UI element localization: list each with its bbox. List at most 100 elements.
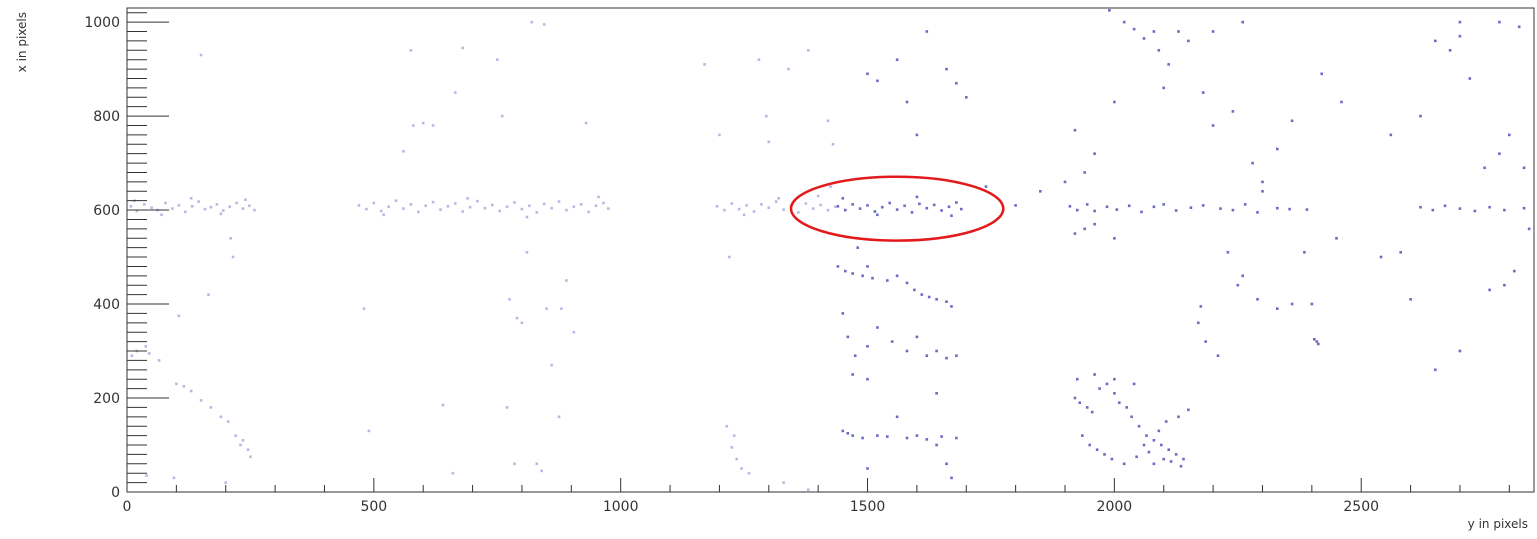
data-point <box>866 345 869 348</box>
data-point <box>1527 227 1531 231</box>
data-point <box>1276 206 1279 210</box>
data-point <box>858 207 862 210</box>
data-point <box>1261 180 1264 184</box>
data-point <box>572 205 576 209</box>
data-point <box>1105 382 1109 386</box>
data-point <box>602 201 605 205</box>
data-point <box>876 326 879 329</box>
data-point <box>1179 464 1183 468</box>
x-tick-label: 0 <box>123 499 132 515</box>
data-point <box>235 201 238 205</box>
data-point <box>409 203 413 206</box>
data-point <box>841 429 845 433</box>
data-point <box>925 438 929 441</box>
data-point <box>757 58 761 61</box>
data-point <box>1310 302 1314 306</box>
data-point <box>1135 455 1138 459</box>
x-tick-label: 2500 <box>1343 499 1379 515</box>
data-point <box>947 205 951 209</box>
data-point <box>150 206 153 209</box>
data-point <box>760 203 763 206</box>
data-point <box>1093 373 1096 376</box>
data-point <box>172 476 176 480</box>
data-point <box>1167 448 1170 451</box>
data-point <box>935 443 938 447</box>
data-point <box>1498 152 1501 155</box>
data-point <box>918 202 921 206</box>
data-point <box>1522 166 1526 170</box>
data-point <box>189 197 193 200</box>
data-point <box>816 194 820 198</box>
data-point <box>1113 377 1116 381</box>
data-point <box>203 207 207 211</box>
data-point <box>826 119 830 123</box>
data-point <box>866 467 869 470</box>
data-point <box>844 208 847 212</box>
data-point <box>1152 439 1156 442</box>
data-point <box>1145 434 1148 437</box>
x-tick-label: 2000 <box>1097 499 1133 515</box>
data-point <box>940 209 943 212</box>
data-point <box>1083 171 1086 174</box>
data-point <box>175 382 178 386</box>
data-point <box>888 201 891 205</box>
data-point <box>1379 255 1383 259</box>
data-point <box>1174 453 1178 456</box>
data-point <box>1419 114 1422 118</box>
data-point <box>1095 448 1099 451</box>
data-point <box>454 91 457 94</box>
data-point <box>1399 251 1402 254</box>
data-point <box>209 205 213 209</box>
data-point <box>1076 208 1079 212</box>
data-point <box>528 204 531 208</box>
data-point <box>1147 450 1151 454</box>
data-point <box>147 352 151 355</box>
data-point <box>246 448 250 451</box>
data-point <box>723 208 726 212</box>
data-point <box>925 354 929 357</box>
data-point <box>807 49 810 52</box>
data-point <box>945 356 948 360</box>
data-point <box>1201 204 1205 207</box>
data-point <box>913 288 916 292</box>
data-point <box>836 205 840 208</box>
data-point <box>207 293 210 296</box>
data-point <box>1113 100 1116 104</box>
data-point <box>468 205 472 209</box>
data-point <box>1130 415 1133 419</box>
data-point <box>831 143 835 146</box>
data-point <box>1093 222 1096 226</box>
data-point <box>496 58 499 61</box>
data-point <box>1132 382 1136 386</box>
data-point <box>1517 25 1521 29</box>
data-point <box>387 205 390 209</box>
data-point <box>1110 457 1114 461</box>
data-point <box>881 205 884 209</box>
data-point <box>890 340 894 343</box>
data-point <box>1503 208 1506 212</box>
data-point <box>513 462 516 466</box>
data-point <box>1157 429 1161 433</box>
data-point <box>372 201 376 205</box>
data-point <box>135 209 139 213</box>
data-point <box>1174 209 1178 212</box>
data-point <box>1122 462 1126 466</box>
data-point <box>525 215 529 219</box>
data-point <box>1115 208 1119 211</box>
data-point <box>483 206 487 210</box>
data-point <box>1199 305 1203 308</box>
data-point <box>1320 72 1323 76</box>
data-point <box>1073 396 1077 400</box>
data-point <box>765 114 768 118</box>
data-point <box>747 471 751 475</box>
data-point <box>222 209 225 212</box>
data-point <box>1142 443 1146 447</box>
data-point <box>1226 251 1230 254</box>
data-point <box>856 246 859 249</box>
data-point <box>1434 368 1437 372</box>
data-point <box>454 202 457 205</box>
data-point <box>950 214 953 217</box>
data-point <box>910 211 914 214</box>
data-point <box>871 276 874 280</box>
data-point <box>895 58 899 61</box>
